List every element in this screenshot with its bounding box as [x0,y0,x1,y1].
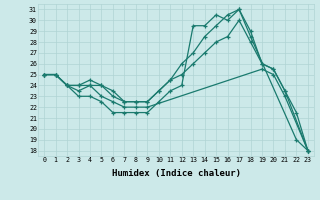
X-axis label: Humidex (Indice chaleur): Humidex (Indice chaleur) [111,169,241,178]
